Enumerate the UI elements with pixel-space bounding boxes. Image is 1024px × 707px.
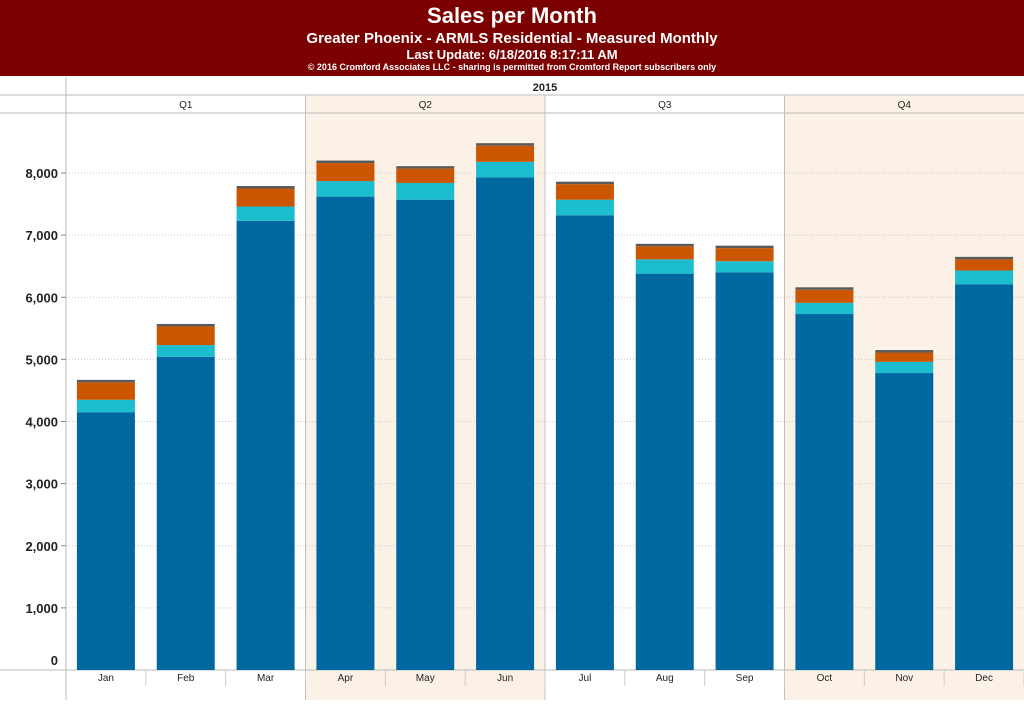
bar-oct-segment-4: [795, 287, 854, 290]
y-tick-label: 5,000: [25, 352, 58, 367]
bar-aug-segment-3: [635, 246, 694, 260]
bar-mar-segment-2: [236, 206, 295, 221]
bar-apr-segment-1: [316, 196, 375, 671]
y-tick-label: 2,000: [25, 539, 58, 554]
bar-may-segment-3: [396, 168, 455, 183]
chart-title: Sales per Month: [427, 3, 597, 28]
bar-oct-segment-1: [795, 314, 854, 670]
bar-jul-segment-1: [555, 215, 614, 670]
bar-nov-segment-3: [875, 352, 934, 362]
bar-dec-segment-3: [955, 259, 1014, 271]
bar-may-segment-2: [396, 182, 455, 200]
bar-mar-segment-1: [236, 220, 295, 670]
bar-apr-segment-3: [316, 163, 375, 182]
bar-jun-segment-2: [476, 161, 535, 178]
bar-oct-segment-3: [795, 289, 854, 303]
x-tick-label: Jun: [497, 673, 513, 684]
y-tick-label: 1,000: [25, 601, 58, 616]
bar-mar-segment-3: [236, 188, 295, 207]
bar-jun-segment-4: [476, 143, 535, 146]
y-tick-label: 3,000: [25, 477, 58, 492]
bar-feb-segment-3: [156, 326, 215, 346]
bar-sep-segment-4: [715, 245, 774, 249]
bar-sep-segment-3: [715, 248, 774, 262]
x-tick-label: Sep: [736, 673, 754, 684]
bar-jul-segment-3: [555, 184, 614, 200]
bar-apr-segment-4: [316, 160, 375, 164]
bar-dec-segment-1: [955, 284, 1014, 670]
bar-oct-segment-2: [795, 302, 854, 315]
quarter-label: Q2: [419, 100, 433, 111]
bar-nov-segment-4: [875, 350, 934, 353]
bar-aug-segment-4: [635, 243, 694, 247]
y-tick-label: 4,000: [25, 415, 58, 430]
last-update-text: Last Update: 6/18/2016 8:17:11 AM: [406, 47, 618, 62]
bar-jul-segment-4: [555, 181, 614, 185]
x-tick-label: Dec: [975, 673, 993, 684]
quarter-label: Q3: [658, 100, 672, 111]
bar-apr-segment-2: [316, 181, 375, 197]
bar-sep-segment-2: [715, 261, 774, 273]
bar-jun-segment-1: [476, 177, 535, 670]
bar-feb-segment-4: [156, 323, 215, 327]
bar-feb-segment-2: [156, 345, 215, 357]
y-tick-label: 7,000: [25, 228, 58, 243]
bar-jan-segment-3: [76, 382, 135, 400]
x-tick-label: Jan: [98, 673, 114, 684]
bar-aug-segment-1: [635, 273, 694, 670]
header-banner: Sales per Month Greater Phoenix - ARMLS …: [0, 0, 1024, 76]
x-tick-label: Jul: [579, 673, 592, 684]
x-tick-label: Oct: [817, 673, 833, 684]
year-label: 2015: [533, 82, 557, 94]
bar-jan-segment-2: [76, 399, 135, 413]
bar-jan-segment-4: [76, 379, 135, 383]
x-tick-label: May: [416, 673, 435, 684]
bar-nov-segment-1: [875, 373, 934, 670]
quarter-label: Q1: [179, 100, 193, 111]
bar-may-segment-4: [396, 166, 455, 169]
x-tick-label: Mar: [257, 673, 275, 684]
y-tick-label: 0: [51, 653, 58, 668]
copyright-text: © 2016 Cromford Associates LLC - sharing…: [307, 62, 717, 72]
bar-nov-segment-2: [875, 361, 934, 374]
x-tick-label: Feb: [177, 673, 195, 684]
y-tick-label: 8,000: [25, 166, 58, 181]
x-tick-label: Apr: [338, 673, 354, 684]
bar-aug-segment-2: [635, 259, 694, 274]
bar-mar-segment-4: [236, 186, 295, 189]
bar-feb-segment-1: [156, 356, 215, 670]
bar-jun-segment-3: [476, 145, 535, 162]
bar-dec-segment-2: [955, 270, 1014, 285]
bar-jul-segment-2: [555, 199, 614, 216]
bar-jan-segment-1: [76, 412, 135, 670]
x-tick-label: Nov: [895, 673, 913, 684]
chart-subtitle: Greater Phoenix - ARMLS Residential - Me…: [306, 30, 718, 47]
bar-sep-segment-1: [715, 272, 774, 670]
quarter-label: Q4: [898, 100, 912, 111]
x-tick-label: Aug: [656, 673, 674, 684]
y-tick-label: 6,000: [25, 290, 58, 305]
bar-dec-segment-4: [955, 256, 1014, 260]
bar-may-segment-1: [396, 199, 455, 670]
